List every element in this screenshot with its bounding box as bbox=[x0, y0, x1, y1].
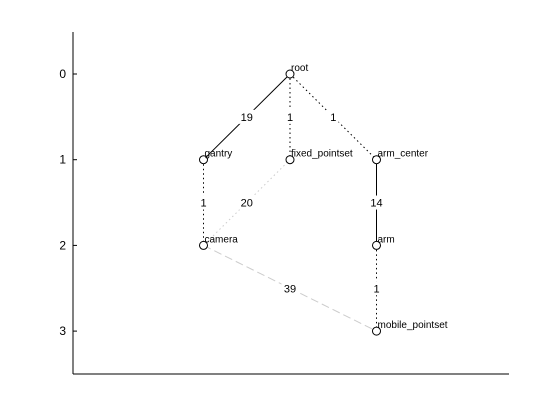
node-label-root: root bbox=[291, 63, 308, 74]
edge-label-camera-fixed_pointset: 20 bbox=[241, 198, 253, 210]
nodes: root gantry fixed_pointset arm_centercamera… bbox=[200, 63, 448, 335]
y-tick-label-3: 3 bbox=[59, 324, 66, 338]
y-tick-label-1: 1 bbox=[59, 153, 66, 167]
y-ticks: 0 1 2 3 bbox=[59, 67, 77, 338]
y-tick-label-2: 2 bbox=[59, 238, 66, 252]
node-label-mobile_pointset: mobile_pointset bbox=[378, 320, 448, 331]
edge-label-camera-mobile_pointset: 39 bbox=[284, 283, 296, 295]
node-label-gantry: gantry bbox=[205, 149, 233, 160]
node-label-arm: arm bbox=[378, 234, 395, 245]
y-tick-label-0: 0 bbox=[59, 67, 66, 81]
node-label-arm_center: arm_center bbox=[378, 149, 429, 160]
edge-label-arm_center-arm: 14 bbox=[370, 198, 382, 210]
node-label-camera: camera bbox=[205, 234, 239, 245]
edge-label-root-arm_center: 1 bbox=[330, 112, 336, 124]
edge-label-arm-mobile_pointset: 1 bbox=[373, 283, 379, 295]
edge-label-gantry-camera: 1 bbox=[200, 198, 206, 210]
edge-label-root-gantry: 19 bbox=[241, 112, 253, 124]
edge-label-root-fixed_pointset: 1 bbox=[287, 112, 293, 124]
node-label-fixed_pointset: fixed_pointset bbox=[291, 149, 353, 160]
